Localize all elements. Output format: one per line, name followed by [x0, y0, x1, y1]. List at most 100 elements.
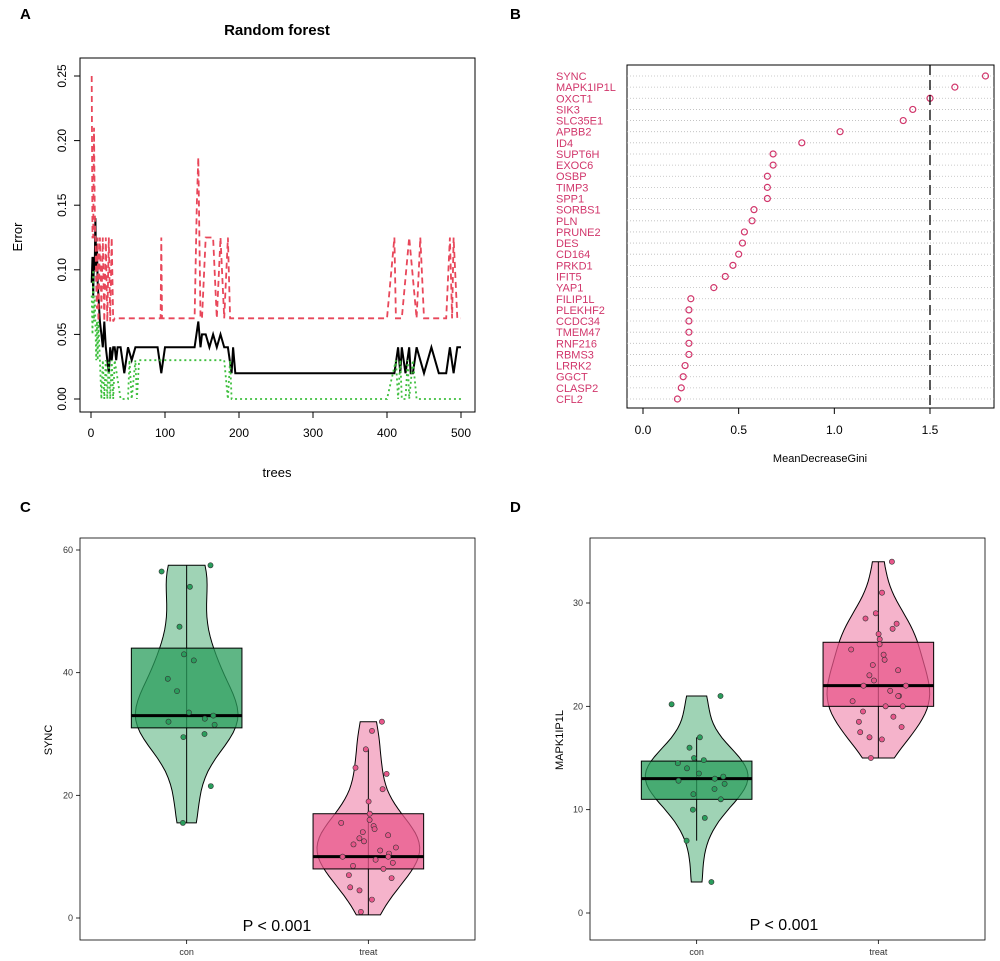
panel-d-point-con [686, 744, 693, 751]
panel-c-point-con [190, 657, 197, 664]
panel-d-ylabel: MAPK1IP1L [554, 710, 566, 770]
panel-d-point-con [683, 837, 690, 844]
panel-b-dot [763, 172, 771, 180]
panel-b-xtick-label: 0.5 [730, 423, 747, 437]
panel-b-gene-label: CLASP2 [556, 383, 598, 395]
panel-d-point-con [691, 755, 697, 761]
panel-b-dot [769, 161, 777, 169]
panel-b-dot [836, 128, 844, 136]
panel-b-xlabel: MeanDecreaseGini [773, 453, 867, 465]
panel-b-dot [769, 150, 777, 158]
panel-d-point-treat [889, 625, 896, 632]
panel-b-gene-label: GGCT [556, 372, 588, 384]
panel-c-point-treat [385, 853, 392, 860]
panel-c-xtick-label: treat [359, 947, 378, 957]
panel-b-letter: B [510, 6, 521, 23]
panel-c-point-con [201, 731, 208, 737]
panel-b-dot [721, 272, 729, 281]
panel-d-point-con [720, 773, 727, 780]
panel-b-xtick-label: 1.5 [922, 423, 939, 437]
panel-c-point-treat [365, 798, 372, 805]
panel-a-letter: A [20, 6, 31, 23]
panel-d-point-con [674, 760, 681, 767]
panel-c-point-con [174, 688, 180, 694]
panel-c-point-treat [347, 884, 354, 891]
panel-b-gene-label: SYNC [556, 71, 587, 83]
panel-d-point-treat [860, 682, 867, 689]
panel-b-gene-label: ID4 [556, 138, 573, 150]
panel-b-dot [685, 317, 693, 325]
panel-c-point-treat [371, 826, 378, 832]
panel-b-dot [750, 206, 758, 214]
panel-c-point-con [164, 675, 171, 682]
panel-b-gene-label: RBMS3 [556, 349, 594, 361]
panel-d-point-con [721, 780, 728, 787]
panel-d-point-treat [860, 708, 866, 715]
panel-a-plot-frame [79, 57, 476, 413]
panel-b-gene-label: OXCT1 [556, 93, 593, 105]
panel-d-point-treat [848, 646, 855, 653]
panel-c-point-treat [372, 856, 379, 863]
panel-b-gene-label: YAP1 [556, 283, 583, 295]
panel-b-dot [899, 116, 907, 125]
panel-d-point-con [717, 693, 724, 699]
panel-c-point-con [185, 709, 192, 716]
panel-d-point-treat [895, 693, 902, 699]
panel-b-gene-label: MAPK1IP1L [556, 82, 616, 94]
panel-c-plot-frame [79, 537, 476, 941]
panel-b-dot [740, 228, 749, 236]
panel-c-point-con [158, 568, 165, 575]
panel-c-point-treat [385, 832, 391, 839]
panel-d-box-con [640, 760, 753, 800]
panel-a-xtick-label: 400 [377, 426, 397, 440]
panel-d-point-treat [866, 734, 873, 741]
panel-b-dot [685, 306, 693, 314]
panel-b-dot [685, 350, 693, 359]
panel-d-point-treat [882, 703, 889, 710]
panel-d-plot-frame [589, 537, 986, 941]
panel-d-letter: D [510, 499, 521, 516]
panel-a-xtick-label: 100 [155, 426, 175, 440]
panel-b-dot [748, 217, 756, 225]
panel-d-point-treat [876, 636, 883, 643]
panel-d-point-treat [871, 677, 877, 684]
panel-b-dot [710, 284, 718, 292]
panel-b-dot [981, 72, 990, 80]
panel-d-point-treat [872, 610, 879, 617]
panel-b-dot [735, 250, 743, 258]
panel-a-chart: Random forest trees Error 0 100 200 300 400 5… [10, 22, 476, 480]
panel-c-xtick-label: con [179, 947, 194, 957]
panel-c-chart: SYNC P < 0.001 0 20 40 60 con treat [43, 537, 476, 957]
panel-c-point-treat [377, 847, 384, 854]
panel-b-gene-label: SORBS1 [556, 205, 601, 217]
panel-d-point-con [684, 765, 690, 772]
panel-b-gene-label: PRKD1 [556, 260, 593, 272]
panel-d-pvalue: P < 0.001 [750, 917, 819, 934]
panel-d-chart: MAPK1IP1L P < 0.001 0 10 20 30 con treat [554, 537, 986, 957]
panel-d-box-treat [822, 641, 935, 707]
panel-b-gene-label: RNF216 [556, 338, 597, 350]
panel-c-point-treat [366, 810, 373, 817]
panel-d-point-treat [876, 641, 883, 648]
panel-d-point-treat [869, 662, 876, 668]
panel-c-point-con [186, 583, 193, 590]
panel-c-point-con [210, 712, 217, 719]
panel-d-point-con [711, 775, 718, 782]
panel-d-point-treat [879, 736, 885, 743]
panel-a-ytick-label: 0.15 [55, 193, 69, 217]
panel-d-point-con [701, 815, 708, 821]
panel-a-xtick-label: 0 [88, 426, 95, 440]
panel-d-point-con [697, 734, 703, 741]
panel-d-point-con [696, 770, 702, 777]
panel-a-xtick-label: 500 [451, 426, 471, 440]
panel-d-point-treat [890, 713, 897, 720]
panel-d-point-treat [903, 682, 909, 689]
panel-c-ytick-label: 60 [63, 545, 73, 555]
panel-d-point-con [711, 786, 718, 792]
panel-b-xtick-label: 1.0 [826, 423, 843, 437]
panel-b-gene-label: APBB2 [556, 127, 591, 139]
panel-d-point-treat [875, 631, 882, 637]
panel-b-xtick-label: 0.0 [635, 423, 652, 437]
panel-b-gene-label: TMEM47 [556, 327, 601, 339]
